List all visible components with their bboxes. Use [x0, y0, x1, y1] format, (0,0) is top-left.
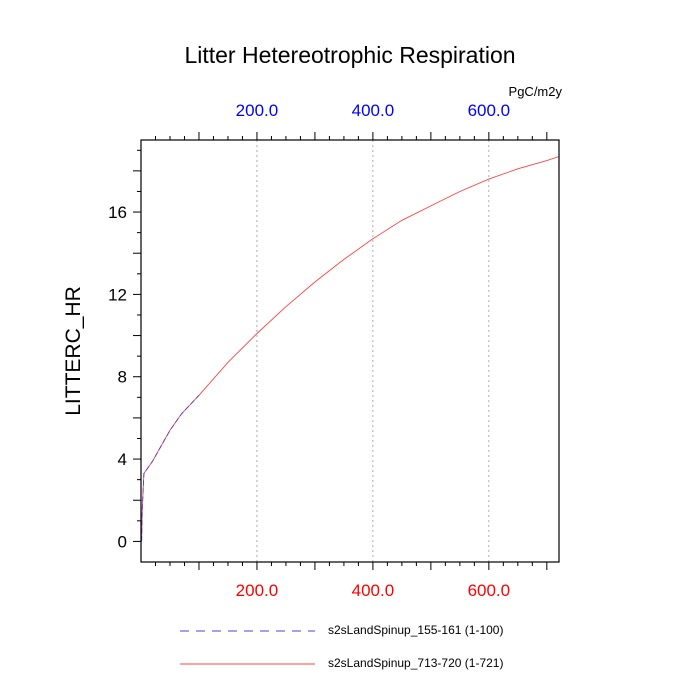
x-tick-label-top-1: 400.0	[352, 101, 395, 120]
plot-frame	[140, 139, 560, 563]
legend-label-1: s2sLandSpinup_713-720 (1-721)	[328, 656, 504, 670]
x-tick-label-bottom-0: 200.0	[236, 581, 279, 600]
y-tick-label-1: 4	[118, 450, 127, 469]
x-tick-label-top-0: 200.0	[236, 101, 279, 120]
x-tick-label-top-2: 600.0	[468, 101, 511, 120]
legend-label-0: s2sLandSpinup_155-161 (1-100)	[328, 623, 504, 637]
legend-swatch-0	[180, 630, 315, 632]
y-tick-label-2: 8	[118, 368, 127, 387]
chart-title: Litter Hetereotrophic Respiration	[184, 42, 516, 68]
x-tick-label-bottom-2: 600.0	[468, 581, 511, 600]
y-tick-label-0: 0	[118, 532, 127, 551]
y-tick-label-3: 12	[108, 285, 127, 304]
x-tick-label-bottom-1: 400.0	[352, 581, 395, 600]
y-tick-label-4: 16	[108, 203, 127, 222]
y-axis-label: LITTERC_HR	[62, 286, 85, 416]
series-line-0	[141, 394, 200, 542]
legend-swatch-1	[180, 663, 315, 665]
series-line-1	[141, 156, 560, 542]
units-label: PgC/m2y	[508, 84, 562, 99]
